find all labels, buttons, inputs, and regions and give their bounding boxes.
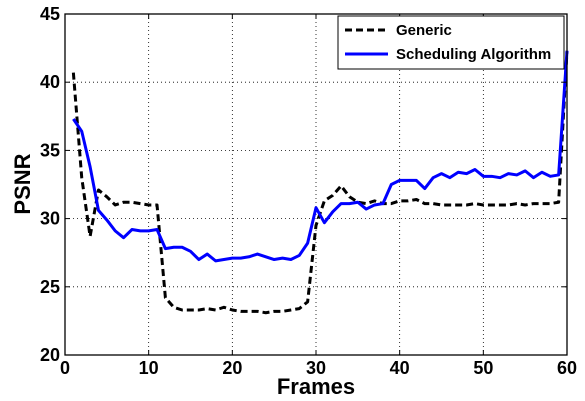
legend-label-scheduling-algorithm: Scheduling Algorithm	[396, 46, 551, 63]
legend-label-generic: Generic	[396, 22, 452, 39]
series-layer	[71, 50, 569, 315]
y-tick-label: 40	[40, 72, 60, 92]
y-tick-label: 45	[40, 4, 60, 24]
legend: Generic Scheduling Algorithm	[337, 15, 565, 70]
axis-ticks	[64, 13, 568, 356]
y-tick-label: 35	[40, 140, 60, 160]
x-tick-label: 50	[473, 358, 493, 378]
y-tick-label: 25	[40, 277, 60, 297]
y-axis-title: PSNR	[10, 153, 35, 214]
y-tick-label: 20	[40, 345, 60, 365]
legend-box	[337, 15, 565, 70]
x-tick-label: 10	[139, 358, 159, 378]
series-line-scheduling-algorithm	[72, 50, 569, 263]
x-tick-label: 60	[557, 358, 577, 378]
x-tick-label: 0	[60, 358, 70, 378]
tick-labels: 0 10 20 30 40 50 60 20 25 30 35 40 45	[40, 4, 577, 378]
x-tick-label: 40	[390, 358, 410, 378]
y-tick-label: 30	[40, 209, 60, 229]
x-axis-title: Frames	[277, 374, 355, 399]
x-tick-label: 20	[222, 358, 242, 378]
x-tick-label: 30	[306, 358, 326, 378]
grid-lines	[65, 14, 567, 355]
